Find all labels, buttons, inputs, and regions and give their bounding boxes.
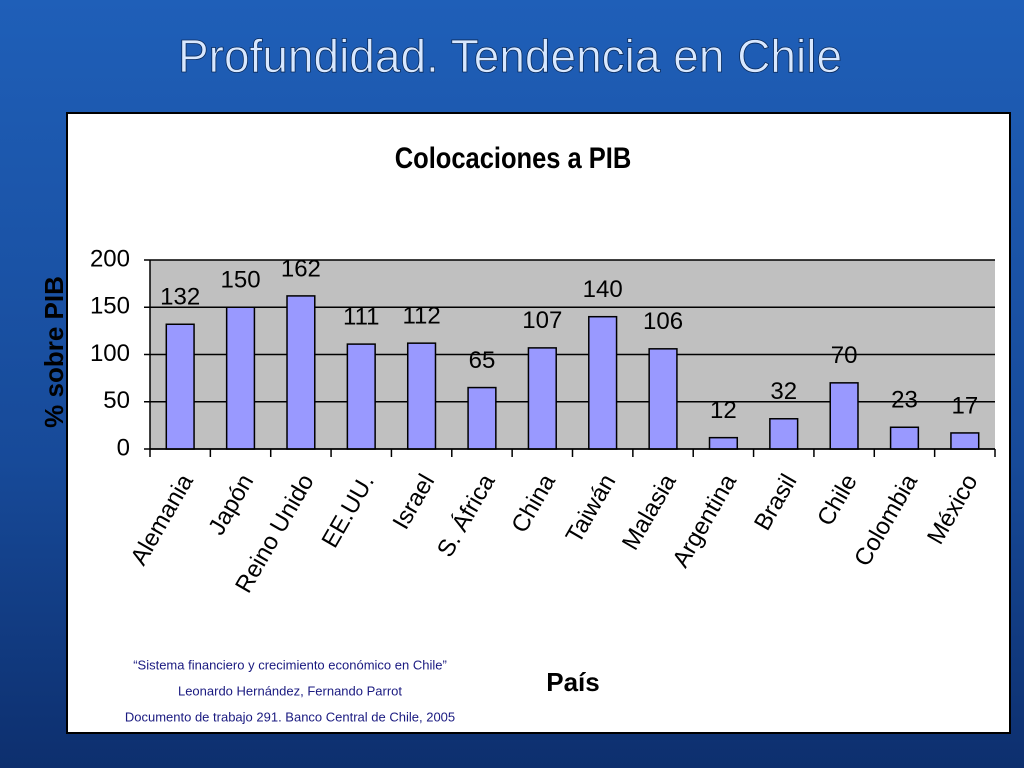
source-line: Leonardo Hernández, Fernando Parrot xyxy=(178,683,402,698)
data-label: 12 xyxy=(710,397,737,424)
bar xyxy=(708,436,739,450)
slide-title: Profundidad. Tendencia en Chile xyxy=(178,30,842,82)
bar xyxy=(588,315,618,450)
data-label: 23 xyxy=(891,387,918,414)
bar xyxy=(225,306,256,450)
data-label: 106 xyxy=(643,308,683,335)
bar xyxy=(406,342,437,450)
source-line: “Sistema financiero y crecimiento económ… xyxy=(133,657,447,672)
y-tick-label: 50 xyxy=(103,387,130,414)
bar xyxy=(165,323,195,450)
data-label: 112 xyxy=(402,303,440,330)
bar xyxy=(648,348,678,450)
data-label: 65 xyxy=(469,347,496,374)
data-label: 17 xyxy=(951,392,978,419)
y-tick-label: 200 xyxy=(90,245,130,272)
data-label: 70 xyxy=(831,342,858,369)
data-label: 150 xyxy=(221,267,261,294)
bar xyxy=(527,347,557,450)
bar xyxy=(889,426,920,450)
data-label: 111 xyxy=(343,303,379,330)
data-label: 107 xyxy=(522,307,562,334)
source-line: Documento de trabajo 291. Banco Central … xyxy=(125,709,455,724)
bar xyxy=(769,418,799,450)
y-tick-label: 0 xyxy=(117,434,130,461)
bar xyxy=(467,386,497,450)
x-axis-label: País xyxy=(546,667,600,697)
bar xyxy=(950,432,980,450)
y-tick-label: 100 xyxy=(90,340,130,367)
data-label: 140 xyxy=(583,276,623,303)
bar xyxy=(829,382,859,450)
y-axis-label: % sobre PIB xyxy=(39,276,69,428)
bar xyxy=(346,343,376,450)
y-tick-label: 150 xyxy=(90,293,130,320)
data-label: 162 xyxy=(281,255,321,282)
data-label: 32 xyxy=(770,378,797,405)
bar xyxy=(286,295,316,450)
chart-title: Colocaciones a PIB xyxy=(395,141,632,174)
data-label: 132 xyxy=(160,284,200,311)
